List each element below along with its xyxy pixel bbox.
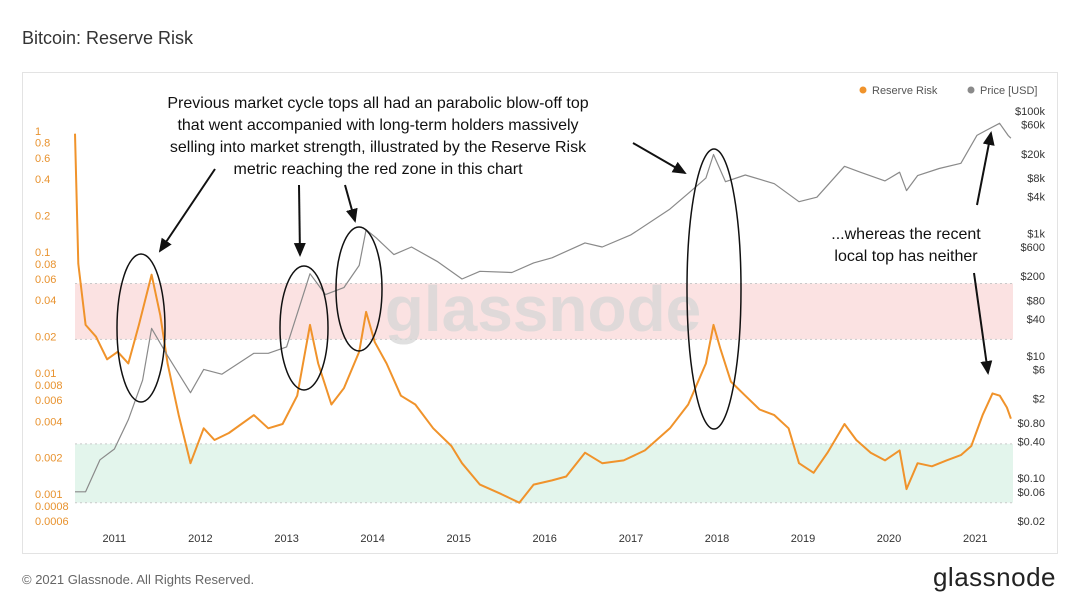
arrow-2021-price	[976, 131, 995, 206]
highlight-ellipses	[116, 148, 742, 430]
page-title: Bitcoin: Reserve Risk	[22, 28, 194, 48]
chart-svg: glassnode 10.8 0.6 0.4 0.2 0.10.08 0.06 0.04 0.…	[35, 85, 1045, 545]
zones-layer	[75, 282, 1013, 504]
arrow-2018	[632, 142, 687, 174]
right-tick-label: $10	[1027, 351, 1045, 363]
x-tick-label: 2017	[619, 533, 643, 545]
x-tick-label: 2021	[963, 533, 987, 545]
series-layer	[74, 122, 1012, 504]
left-tick-label: 0.8	[35, 138, 50, 150]
watermark: glassnode	[385, 273, 702, 345]
annotation-main-line: Previous market cycle tops all had an pa…	[167, 95, 588, 112]
right-tick-label: $6	[1033, 364, 1045, 376]
x-tick-label: 2016	[532, 533, 556, 545]
footer-logo: glassnode	[932, 562, 1056, 592]
annotation-main-line: metric reaching the red zone in this cha…	[233, 161, 523, 178]
right-tick-label: $0.06	[1017, 487, 1045, 499]
right-tick-label: $40	[1027, 314, 1045, 326]
x-tick-label: 2014	[360, 533, 384, 545]
left-tick-label: 0.0006	[35, 516, 69, 528]
left-tick-label: 0.004	[35, 416, 63, 428]
right-tick-label: $60k	[1021, 120, 1045, 132]
right-tick-label: $200	[1021, 271, 1045, 283]
right-tick-label: $600	[1021, 242, 1045, 254]
green-zone	[75, 443, 1013, 503]
annotation-recent-line: ...whereas the recent	[831, 226, 981, 243]
annotation-main-line: that went accompanied with long-term hol…	[177, 117, 578, 134]
arrow-2013	[293, 184, 306, 257]
right-tick-label: $0.02	[1017, 516, 1045, 528]
price-line	[75, 122, 1012, 493]
annotation-text-layer: Previous market cycle tops all had an pa…	[167, 95, 981, 265]
x-tick-label: 2012	[188, 533, 212, 545]
ellipse-2014-top	[335, 226, 383, 352]
watermark-layer: glassnode	[385, 273, 702, 345]
legend: Reserve Risk Price [USD]	[859, 85, 1037, 97]
left-tick-label: 0.1	[35, 247, 50, 259]
x-tick-label: 2011	[103, 533, 127, 545]
ellipse-2011-top	[116, 253, 166, 403]
legend-marker	[967, 86, 975, 94]
legend-label: Price [USD]	[980, 85, 1037, 97]
footer-copyright: © 2021 Glassnode. All Rights Reserved.	[22, 572, 255, 587]
annotation-main-line: selling into market strength, illustrate…	[170, 139, 587, 156]
annotation-arrows	[158, 131, 995, 375]
right-tick-label: $0.10	[1017, 473, 1045, 485]
left-tick-label: 0.6	[35, 153, 50, 165]
right-tick-label: $0.80	[1017, 418, 1045, 430]
ellipse-2013-top	[279, 265, 329, 391]
x-tick-label: 2013	[274, 533, 298, 545]
reserve-risk-line	[74, 133, 1012, 504]
right-tick-label: $20k	[1021, 149, 1045, 161]
left-tick-label: 0.08	[35, 259, 56, 271]
right-tick-label: $2	[1033, 394, 1045, 406]
left-tick-label: 0.006	[35, 395, 63, 407]
left-tick-label: 0.02	[35, 332, 56, 344]
left-tick-label: 0.002	[35, 453, 63, 465]
left-tick-label: 0.008	[35, 380, 63, 392]
annotation-recent-line: local top has neither	[834, 248, 978, 265]
ellipse-2018-top	[686, 148, 742, 430]
arrow-2011	[158, 168, 216, 253]
arrow-2021-reserve	[973, 272, 993, 375]
x-tick-label: 2018	[705, 533, 729, 545]
right-tick-label: $80	[1027, 296, 1045, 308]
legend-label: Reserve Risk	[872, 85, 938, 97]
left-tick-label: 0.0008	[35, 501, 69, 513]
left-tick-label: 0.2	[35, 211, 50, 223]
right-tick-label: $4k	[1027, 192, 1045, 204]
legend-marker	[859, 86, 867, 94]
chart-container: glassnode 1 0.8 0.6 0.4 0.2 0.1 0.08 0.06 0.04 0.…	[22, 72, 1058, 554]
left-tick-label: 0.01	[35, 368, 56, 380]
axes-layer: 10.80.60.40.20.10.080.060.040.020.010.00…	[35, 106, 1045, 545]
left-tick-label: 0.06	[35, 274, 56, 286]
left-tick-label: 1	[35, 126, 41, 138]
x-tick-label: 2019	[791, 533, 815, 545]
x-tick-label: 2015	[446, 533, 470, 545]
left-tick-label: 0.04	[35, 295, 56, 307]
x-tick-label: 2020	[877, 533, 901, 545]
left-tick-label: 0.4	[35, 174, 50, 186]
right-tick-label: $0.40	[1017, 436, 1045, 448]
arrow-2014	[344, 184, 358, 223]
right-tick-label: $1k	[1027, 228, 1045, 240]
red-zone	[75, 283, 1013, 340]
right-tick-label: $8k	[1027, 173, 1045, 185]
right-tick-label: $100k	[1015, 106, 1045, 118]
left-tick-label: 0.001	[35, 489, 63, 501]
